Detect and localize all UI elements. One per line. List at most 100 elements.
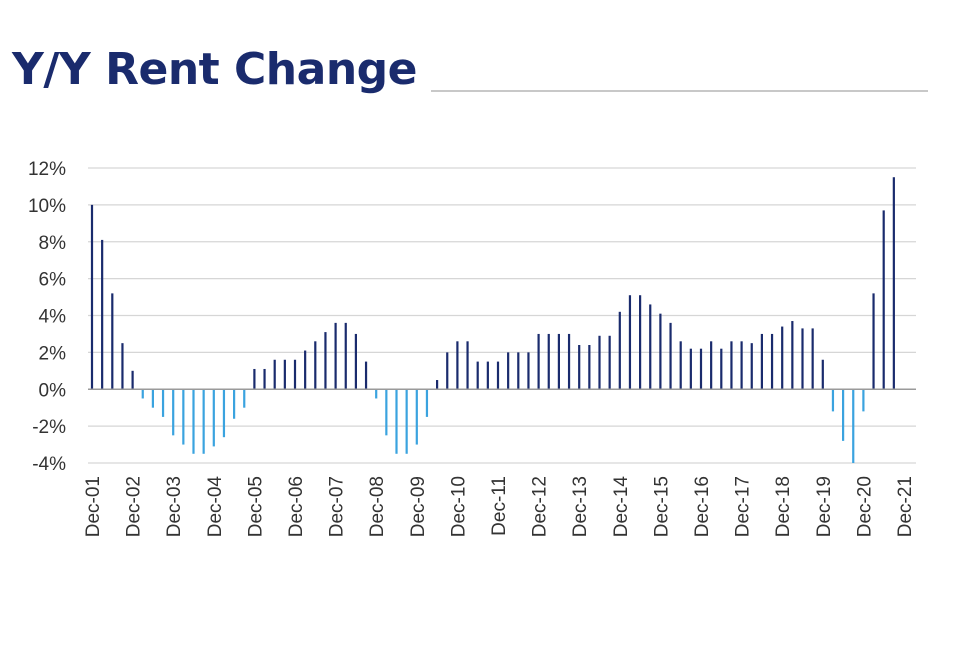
bar	[304, 350, 307, 390]
bar	[811, 328, 814, 390]
y-tick-label: 0%	[39, 380, 67, 401]
bar	[111, 293, 114, 390]
bar	[781, 326, 784, 390]
bar	[425, 389, 429, 417]
bar	[273, 359, 276, 390]
x-tick-label: Dec-07	[327, 476, 348, 537]
bar	[486, 361, 489, 390]
bar	[364, 361, 368, 390]
bar	[740, 341, 743, 390]
bar	[710, 341, 713, 390]
x-tick-label: Dec-10	[448, 476, 469, 537]
page-title: Y/Y Rent Change	[12, 44, 417, 95]
bar	[172, 389, 175, 436]
bar	[476, 361, 479, 390]
bar	[101, 239, 104, 390]
x-tick-label: Dec-06	[286, 476, 307, 537]
bar	[872, 293, 875, 390]
bar	[496, 361, 500, 390]
bar	[639, 295, 642, 390]
x-tick-label: Dec-04	[205, 476, 226, 538]
x-tick-label: Dec-12	[530, 476, 551, 537]
title-divider	[431, 90, 928, 92]
y-tick-label: 4%	[39, 307, 67, 328]
x-tick-label: Dec-05	[245, 476, 266, 537]
bar	[385, 389, 388, 436]
y-tick-label: 2%	[39, 343, 67, 364]
x-tick-label: Dec-01	[83, 476, 104, 537]
bar	[557, 333, 560, 390]
x-tick-label: Dec-14	[611, 476, 632, 538]
bar	[750, 343, 753, 390]
bar	[628, 295, 632, 390]
bar	[862, 389, 865, 412]
bar	[334, 322, 337, 390]
x-tick-label: Dec-11	[489, 476, 510, 536]
bar	[243, 389, 246, 408]
bar	[344, 322, 347, 390]
bar	[182, 389, 185, 445]
y-tick-label: 6%	[39, 270, 67, 291]
x-tick-label: Dec-17	[733, 476, 754, 537]
bar	[679, 341, 682, 390]
bar	[314, 341, 317, 390]
bar	[669, 322, 672, 390]
x-tick-label: Dec-20	[854, 476, 875, 537]
bar	[456, 341, 459, 390]
bar	[801, 328, 804, 390]
x-tick-label: Dec-16	[692, 476, 713, 537]
x-tick-label: Dec-18	[773, 476, 794, 537]
bar	[507, 352, 510, 390]
bar	[730, 341, 733, 390]
bar	[842, 389, 845, 441]
bar	[547, 333, 550, 390]
bar	[192, 389, 195, 454]
bar	[354, 333, 357, 390]
bar	[821, 359, 824, 390]
bar	[720, 348, 723, 390]
x-tick-label: Dec-15	[651, 476, 672, 537]
bar	[689, 348, 692, 390]
y-tick-label: 8%	[39, 233, 67, 254]
y-tick-label: -4%	[32, 454, 66, 475]
bar	[121, 343, 124, 390]
bar	[598, 335, 601, 390]
bar	[212, 389, 215, 447]
bar	[151, 389, 154, 408]
bar	[517, 352, 520, 390]
bar	[659, 313, 662, 390]
x-tick-label: Dec-08	[367, 476, 388, 537]
bar	[141, 389, 144, 399]
bar	[283, 359, 286, 390]
y-tick-label: 12%	[28, 159, 66, 180]
bar	[293, 359, 297, 390]
bar	[537, 333, 540, 390]
bar	[131, 370, 134, 390]
x-tick-label: Dec-13	[570, 476, 591, 537]
bar	[263, 368, 266, 390]
x-axis-tick-labels: Dec-01 Dec-02 Dec-03 Dec-04 Dec-05 Dec-06 Dec-…	[83, 476, 916, 538]
bar	[791, 321, 794, 390]
bar	[324, 332, 327, 390]
bar	[395, 389, 398, 454]
bar	[375, 389, 378, 399]
bars	[90, 177, 895, 463]
bar	[466, 341, 469, 390]
bar	[588, 345, 591, 390]
x-tick-label: Dec-21	[895, 476, 916, 537]
bar	[770, 333, 774, 390]
bar	[446, 352, 449, 390]
bar	[405, 389, 408, 454]
bar	[760, 333, 763, 390]
bar	[578, 345, 581, 390]
bar	[253, 368, 256, 390]
gridlines	[88, 167, 916, 464]
bar	[202, 389, 205, 454]
x-tick-label: Dec-09	[408, 476, 429, 537]
bar	[161, 389, 165, 417]
bar	[649, 304, 652, 390]
bar	[831, 389, 835, 412]
bar	[852, 389, 855, 463]
bar	[618, 311, 621, 390]
